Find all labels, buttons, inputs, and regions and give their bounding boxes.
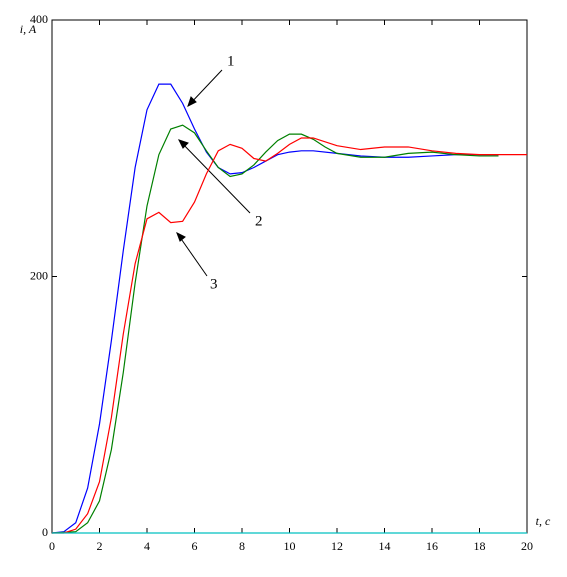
x-tick-label: 0 — [49, 539, 55, 553]
y-tick-label: 200 — [30, 268, 48, 282]
x-tick-label: 16 — [426, 539, 438, 553]
x-tick-label: 14 — [379, 539, 391, 553]
arrow-head — [187, 96, 197, 107]
x-tick-label: 18 — [474, 539, 486, 553]
arrow — [178, 139, 251, 214]
x-tick-label: 8 — [239, 539, 245, 553]
line-series — [52, 137, 527, 534]
line-series — [51, 124, 499, 534]
plot-frame — [51, 19, 528, 534]
curve-label: 2 — [255, 213, 263, 229]
x-tick-label: 4 — [144, 539, 150, 553]
annotation-arrows — [176, 69, 251, 277]
arrow — [176, 232, 208, 277]
arrow-head — [176, 231, 186, 242]
x-tick-label: 20 — [521, 539, 533, 553]
y-tick-label: 400 — [30, 12, 48, 26]
x-tick-label: 10 — [284, 539, 296, 553]
x-tick-label: 6 — [192, 539, 198, 553]
curve-label: 1 — [227, 53, 235, 69]
line-series — [51, 83, 499, 534]
x-tick-label: 2 — [97, 539, 103, 553]
x-tick-label: 12 — [331, 539, 343, 553]
curve-label: 3 — [210, 276, 218, 292]
y-tick-label: 0 — [42, 525, 48, 539]
arrow-head — [178, 139, 189, 149]
y-axis-label: i, A — [20, 22, 37, 36]
x-axis-label: t, c — [536, 514, 551, 528]
